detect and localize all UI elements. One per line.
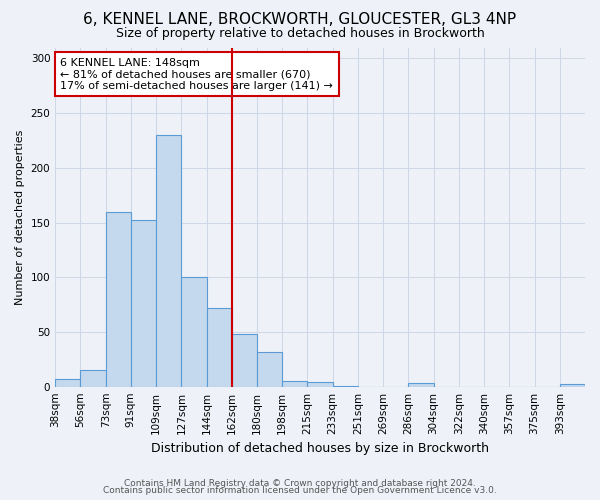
Bar bbox=[307, 382, 332, 386]
Bar bbox=[232, 334, 257, 386]
Bar bbox=[106, 212, 131, 386]
X-axis label: Distribution of detached houses by size in Brockworth: Distribution of detached houses by size … bbox=[151, 442, 489, 455]
Bar bbox=[206, 308, 232, 386]
Bar bbox=[409, 384, 434, 386]
Bar bbox=[55, 379, 80, 386]
Bar bbox=[131, 220, 156, 386]
Bar bbox=[181, 278, 206, 386]
Text: 6 KENNEL LANE: 148sqm
← 81% of detached houses are smaller (670)
17% of semi-det: 6 KENNEL LANE: 148sqm ← 81% of detached … bbox=[61, 58, 334, 91]
Bar bbox=[156, 135, 181, 386]
Y-axis label: Number of detached properties: Number of detached properties bbox=[15, 130, 25, 305]
Text: 6, KENNEL LANE, BROCKWORTH, GLOUCESTER, GL3 4NP: 6, KENNEL LANE, BROCKWORTH, GLOUCESTER, … bbox=[83, 12, 517, 28]
Bar bbox=[80, 370, 106, 386]
Text: Contains HM Land Registry data © Crown copyright and database right 2024.: Contains HM Land Registry data © Crown c… bbox=[124, 478, 476, 488]
Bar bbox=[257, 352, 282, 386]
Text: Contains public sector information licensed under the Open Government Licence v3: Contains public sector information licen… bbox=[103, 486, 497, 495]
Bar bbox=[282, 381, 307, 386]
Text: Size of property relative to detached houses in Brockworth: Size of property relative to detached ho… bbox=[116, 28, 484, 40]
Bar bbox=[560, 384, 585, 386]
